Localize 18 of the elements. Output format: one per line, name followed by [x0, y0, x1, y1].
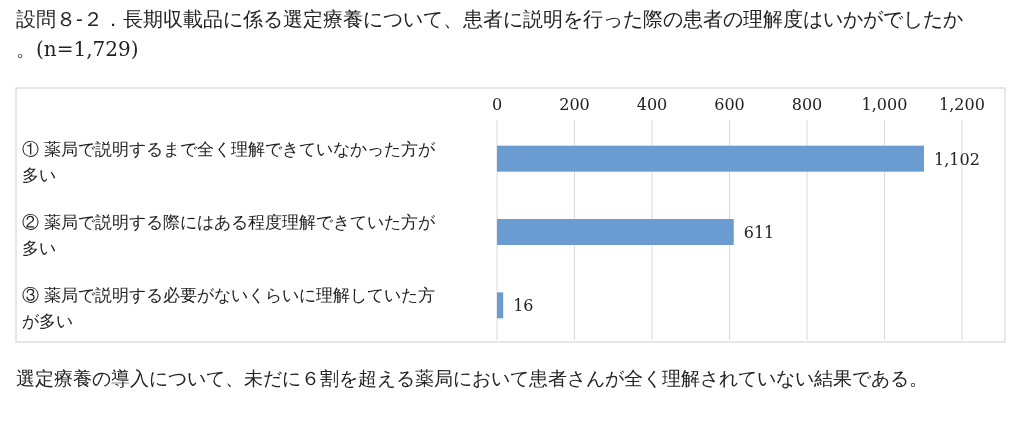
bar [497, 219, 734, 245]
data-label: 1,102 [934, 149, 980, 169]
x-tick-label: 1,000 [861, 95, 908, 114]
bar [497, 145, 925, 172]
bar [497, 292, 504, 319]
x-tick-label: 1,200 [939, 95, 985, 114]
y-tick-label: ① 薬局で説明するまで全く理解できていなかった方が多い [22, 138, 437, 185]
chart-title: 設問８-２．長期収載品に係る選定療養について、患者に説明を行った際の患者の理解度はいかがでしたか。(n=1,729) [16, 7, 963, 61]
x-tick-label: 200 [559, 95, 590, 114]
data-label: 611 [743, 223, 775, 242]
text: 選定療養の導入について、未だに６割を超える薬局において患者さんが全く理解されていない結果である。 [16, 367, 928, 389]
x-tick-label: 600 [714, 95, 745, 114]
y-tick-label: ② 薬局で説明する際にはある程度理解できていた方が多い [22, 212, 437, 258]
x-tick-label: 0 [491, 95, 503, 114]
data-label: 16 [513, 296, 534, 316]
x-tick-label: 800 [791, 95, 823, 114]
x-tick-label: 400 [636, 95, 668, 114]
y-tick-label: ③ 薬局で説明する必要がないくらいに理解していた方が多い [22, 285, 436, 332]
